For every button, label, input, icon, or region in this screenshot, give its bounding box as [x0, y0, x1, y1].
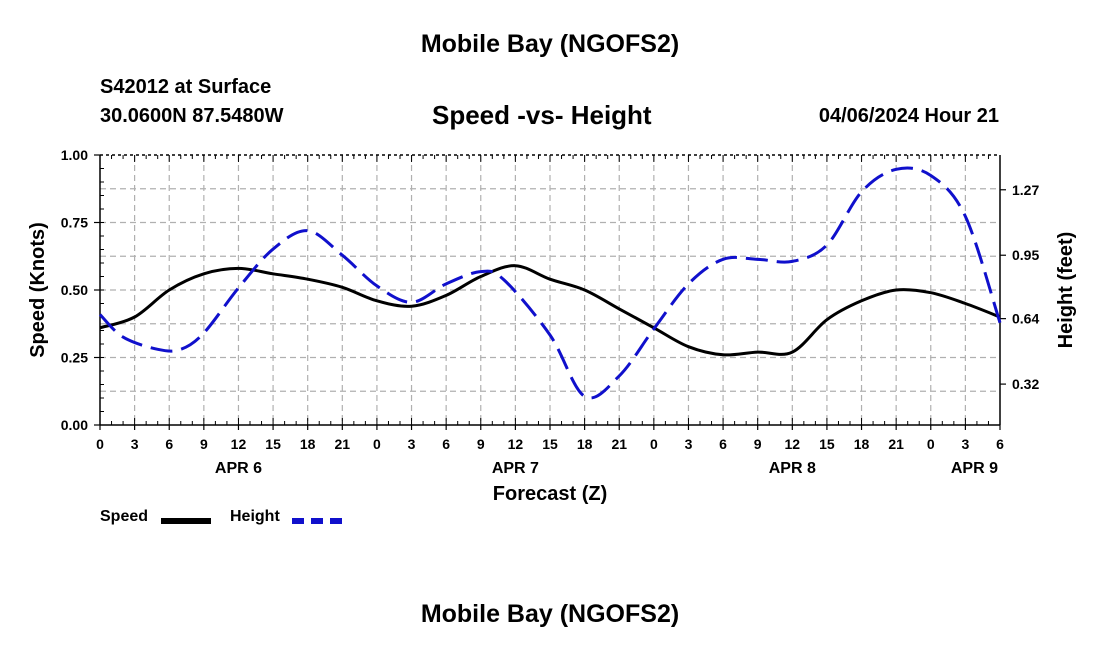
- y-axis-title: Speed (Knots): [27, 222, 49, 358]
- x-tick-label: 6: [442, 436, 450, 452]
- chart-title: Speed -vs- Height: [432, 100, 652, 130]
- y-tick-label: 0.75: [61, 215, 88, 231]
- y2-tick-label: 1.27: [1012, 182, 1039, 198]
- y-tick-label: 0.00: [61, 417, 88, 433]
- x-tick-label: 3: [685, 436, 693, 452]
- x-tick-label: 6: [996, 436, 1004, 452]
- day-label: APR 6: [215, 460, 262, 477]
- x-tick-label: 9: [477, 436, 485, 452]
- coordinates-label: 30.0600N 87.5480W: [100, 105, 284, 127]
- footer-title: Mobile Bay (NGOFS2): [420, 600, 680, 628]
- page-title: Mobile Bay (NGOFS2): [420, 30, 680, 58]
- x-tick-label: 21: [888, 436, 904, 452]
- forecast-datetime: 04/06/2024 Hour 21: [818, 105, 999, 127]
- x-tick-label: 12: [508, 436, 524, 452]
- series-line-speed: [99, 264, 1001, 357]
- x-tick-label: 15: [542, 436, 558, 452]
- day-label: APR 7: [492, 460, 539, 477]
- x-tick-label: 3: [961, 436, 969, 452]
- x-tick-label: 0: [927, 436, 935, 452]
- x-tick-label: 12: [785, 436, 801, 452]
- y-tick-label: 0.25: [61, 350, 88, 366]
- x-tick-label: 12: [231, 436, 247, 452]
- y-tick-label: 1.00: [61, 147, 88, 163]
- x-tick-label: 21: [611, 436, 627, 452]
- legend-height-swatch: [292, 518, 342, 524]
- day-label: APR 8: [769, 460, 816, 477]
- x-tick-label: 15: [819, 436, 835, 452]
- x-tick-label: 6: [719, 436, 727, 452]
- y-tick-label: 0.50: [61, 282, 88, 298]
- y2-tick-label: 0.64: [1012, 311, 1039, 327]
- x-tick-label: 6: [165, 436, 173, 452]
- legend-height-label: Height: [230, 508, 280, 525]
- station-label: S42012 at Surface: [100, 76, 272, 98]
- y2-tick-label: 0.95: [1012, 247, 1039, 263]
- x-tick-label: 9: [754, 436, 762, 452]
- legend-speed-swatch: [161, 518, 211, 524]
- x-tick-label: 21: [335, 436, 351, 452]
- legend-speed-label: Speed: [100, 508, 149, 525]
- x-tick-label: 3: [131, 436, 139, 452]
- y2-tick-label: 0.32: [1012, 376, 1039, 392]
- x-tick-label: 3: [408, 436, 416, 452]
- x-tick-label: 9: [200, 436, 208, 452]
- x-tick-label: 15: [265, 436, 281, 452]
- x-axis-title: Forecast (Z): [493, 483, 607, 505]
- x-tick-label: 0: [96, 436, 104, 452]
- x-tick-label: 0: [373, 436, 381, 452]
- series-line-height: [98, 166, 1002, 400]
- x-tick-label: 18: [854, 436, 870, 452]
- x-tick-label: 0: [650, 436, 658, 452]
- x-tick-label: 18: [300, 436, 316, 452]
- x-tick-label: 18: [577, 436, 593, 452]
- y2-axis-title: Height (feet): [1055, 232, 1077, 349]
- day-label: APR 9: [951, 460, 998, 477]
